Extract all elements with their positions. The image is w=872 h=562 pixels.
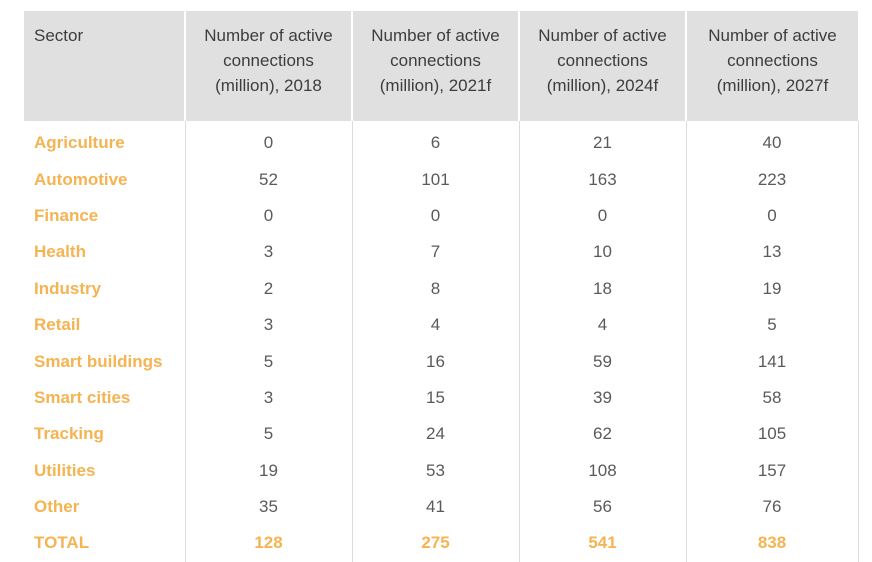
value-cell: 3 — [184, 306, 352, 344]
total-row: TOTAL 128 275 541 838 — [24, 525, 859, 562]
value-cell: 53 — [351, 452, 519, 489]
table-row: Agriculture 0 6 21 40 — [24, 121, 859, 162]
total-value: 838 — [685, 525, 859, 562]
connections-table-container: Sector Number of active connections (millio… — [24, 11, 859, 562]
value-cell: 3 — [184, 234, 352, 271]
value-cell: 16 — [351, 343, 519, 380]
column-header-line: (million), 2018 — [215, 76, 322, 95]
value-cell: 39 — [518, 379, 686, 417]
value-cell: 40 — [685, 121, 859, 162]
column-header-line: (million), 2027f — [716, 76, 829, 95]
table-body: Agriculture 0 6 21 40 Automotive 52 101 163 223 Fi… — [24, 121, 859, 562]
sector-cell: Utilities — [34, 460, 96, 480]
value-cell: 8 — [351, 270, 519, 307]
value-cell: 76 — [685, 488, 859, 526]
column-header-line: connections — [223, 51, 314, 70]
table-row: Automotive 52 101 163 223 — [24, 161, 859, 198]
total-value: 128 — [184, 525, 352, 562]
table-row: Utilities 19 53 108 157 — [24, 452, 859, 489]
column-header-3: Number of active connections (million), 20… — [518, 11, 686, 121]
value-cell: 52 — [184, 161, 352, 198]
table-row: Other 35 41 56 76 — [24, 488, 859, 526]
value-cell: 6 — [351, 121, 519, 162]
column-header-line: Number of active — [371, 26, 500, 45]
value-cell: 2 — [184, 270, 352, 307]
value-cell: 10 — [518, 234, 686, 271]
column-header-line: connections — [390, 51, 481, 70]
sector-cell: Health — [34, 242, 86, 262]
value-cell: 13 — [685, 234, 859, 271]
column-header-line: Sector — [34, 26, 84, 45]
total-label: TOTAL — [34, 533, 90, 553]
sector-cell: Industry — [34, 278, 102, 298]
table-row: Finance 0 0 0 0 — [24, 197, 859, 235]
table-row: Industry 2 8 18 19 — [24, 270, 859, 307]
value-cell: 101 — [351, 161, 519, 198]
value-cell: 108 — [518, 452, 686, 489]
value-cell: 7 — [351, 234, 519, 271]
column-header-line: Number of active — [708, 26, 837, 45]
value-cell: 56 — [518, 488, 686, 526]
total-value: 275 — [351, 525, 519, 562]
value-cell: 15 — [351, 379, 519, 417]
value-cell: 0 — [518, 197, 686, 235]
value-cell: 105 — [685, 416, 859, 453]
total-value: 541 — [518, 525, 686, 562]
table-header: Sector Number of active connections (millio… — [24, 11, 858, 121]
sector-cell: Other — [34, 497, 80, 517]
header-row: Sector Number of active connections (millio… — [24, 11, 858, 121]
column-header-2: Number of active connections (million), 20… — [351, 11, 519, 121]
column-header-line: connections — [557, 51, 648, 70]
value-cell: 163 — [518, 161, 686, 198]
sector-cell: Agriculture — [34, 133, 125, 153]
value-cell: 62 — [518, 416, 686, 453]
value-cell: 59 — [518, 343, 686, 380]
value-cell: 24 — [351, 416, 519, 453]
value-cell: 19 — [184, 452, 352, 489]
value-cell: 19 — [685, 270, 859, 307]
table-row: Smart buildings 5 16 59 141 — [24, 343, 859, 380]
value-cell: 4 — [351, 306, 519, 344]
sector-cell: Automotive — [34, 169, 128, 189]
sector-cell: Tracking — [34, 424, 104, 444]
value-cell: 157 — [685, 452, 859, 489]
column-header-line: Number of active — [538, 26, 667, 45]
value-cell: 21 — [518, 121, 686, 162]
sector-cell: Smart buildings — [34, 351, 163, 371]
value-cell: 41 — [351, 488, 519, 526]
column-header-1: Number of active connections (million), 20… — [184, 11, 352, 121]
table-row: Retail 3 4 4 5 — [24, 306, 859, 344]
sector-cell: Smart cities — [34, 387, 131, 407]
value-cell: 223 — [685, 161, 859, 198]
table-row: Smart cities 3 15 39 58 — [24, 379, 859, 417]
value-cell: 18 — [518, 270, 686, 307]
value-cell: 0 — [184, 121, 352, 162]
value-cell: 0 — [685, 197, 859, 235]
value-cell: 0 — [184, 197, 352, 235]
column-header-line: (million), 2024f — [546, 76, 659, 95]
value-cell: 35 — [184, 488, 352, 526]
value-cell: 5 — [184, 416, 352, 453]
sector-cell: Retail — [34, 315, 81, 335]
value-cell: 5 — [184, 343, 352, 380]
active-connections-table: Sector Number of active connections (millio… — [24, 11, 859, 562]
sector-cell: Finance — [34, 205, 99, 225]
column-header-sector: Sector — [24, 11, 185, 121]
value-cell: 58 — [685, 379, 859, 417]
value-cell: 141 — [685, 343, 859, 380]
value-cell: 3 — [184, 379, 352, 417]
table-row: Tracking 5 24 62 105 — [24, 416, 859, 453]
column-header-line: connections — [727, 51, 818, 70]
value-cell: 4 — [518, 306, 686, 344]
value-cell: 5 — [685, 306, 859, 344]
table-row: Health 3 7 10 13 — [24, 234, 859, 271]
column-header-4: Number of active connections (million), 20… — [685, 11, 858, 121]
column-header-line: Number of active — [204, 26, 333, 45]
column-header-line: (million), 2021f — [379, 76, 492, 95]
value-cell: 0 — [351, 197, 519, 235]
